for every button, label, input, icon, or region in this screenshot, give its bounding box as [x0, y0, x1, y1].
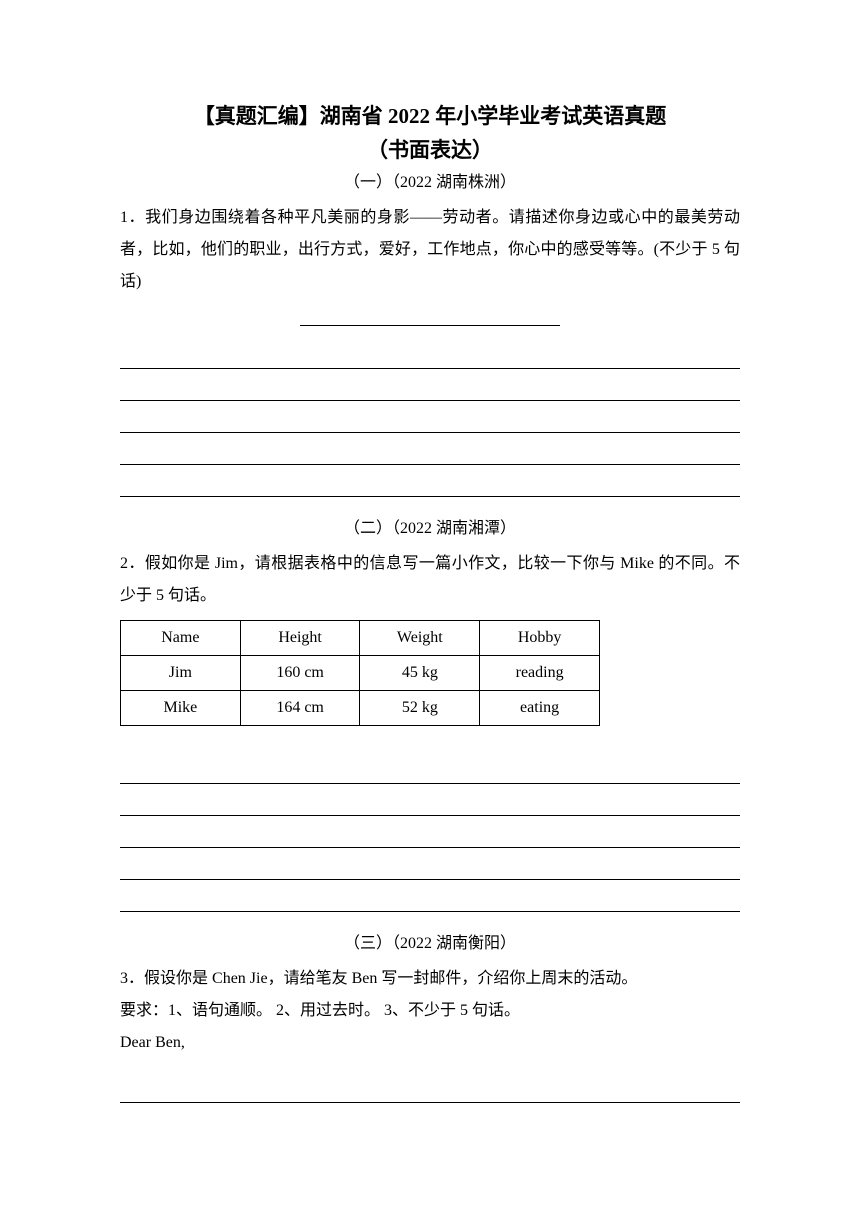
table-cell: reading — [480, 655, 600, 690]
answer-line[interactable] — [120, 467, 740, 497]
answer-lines-2 — [120, 754, 740, 912]
question-number: 1． — [120, 209, 145, 226]
answer-line[interactable] — [120, 1073, 740, 1103]
table-header-cell: Hobby — [480, 620, 600, 655]
table-cell: Mike — [121, 690, 241, 725]
section-3-label: （三）（2022 湖南衡阳） — [120, 930, 740, 959]
question-2: 2．假如你是 Jim，请根据表格中的信息写一篇小作文，比较一下你与 Mike 的… — [120, 548, 740, 612]
section-2-label: （二）（2022 湖南湘潭） — [120, 515, 740, 544]
question-number: 2． — [120, 555, 145, 572]
greeting: Dear Ben, — [120, 1027, 740, 1059]
page-subtitle: （书面表达） — [120, 134, 740, 168]
comparison-table: Name Height Weight Hobby Jim 160 cm 45 k… — [120, 620, 600, 726]
answer-line[interactable] — [120, 786, 740, 816]
question-text: 假如你是 Jim，请根据表格中的信息写一篇小作文，比较一下你与 Mike 的不同… — [120, 555, 740, 604]
table-cell: 45 kg — [360, 655, 480, 690]
table-cell: 52 kg — [360, 690, 480, 725]
question-1: 1．我们身边围绕着各种平凡美丽的身影——劳动者。请描述你身边或心中的最美劳动者，… — [120, 202, 740, 298]
question-text: 我们身边围绕着各种平凡美丽的身影——劳动者。请描述你身边或心中的最美劳动者，比如… — [120, 209, 740, 290]
table-row: Mike 164 cm 52 kg eating — [121, 690, 600, 725]
question-number: 3． — [120, 970, 144, 987]
page-title: 【真题汇编】湖南省 2022 年小学毕业考试英语真题 — [120, 100, 740, 134]
answer-line[interactable] — [120, 339, 740, 369]
answer-short-line — [120, 308, 740, 331]
answer-line[interactable] — [120, 754, 740, 784]
table-header-cell: Name — [121, 620, 241, 655]
answer-line[interactable] — [120, 850, 740, 880]
table-header-cell: Weight — [360, 620, 480, 655]
answer-lines-1 — [120, 339, 740, 497]
question-text: 假设你是 Chen Jie，请给笔友 Ben 写一封邮件，介绍你上周末的活动。 — [144, 970, 637, 987]
answer-line[interactable] — [120, 882, 740, 912]
table-cell: 160 cm — [240, 655, 360, 690]
question-3: 3．假设你是 Chen Jie，请给笔友 Ben 写一封邮件，介绍你上周末的活动… — [120, 963, 740, 995]
table-header-cell: Height — [240, 620, 360, 655]
answer-line[interactable] — [120, 403, 740, 433]
table-cell: Jim — [121, 655, 241, 690]
answer-line[interactable] — [120, 371, 740, 401]
table-header-row: Name Height Weight Hobby — [121, 620, 600, 655]
table-cell: 164 cm — [240, 690, 360, 725]
answer-line[interactable] — [120, 435, 740, 465]
answer-lines-3 — [120, 1073, 740, 1103]
answer-line[interactable] — [120, 818, 740, 848]
table-row: Jim 160 cm 45 kg reading — [121, 655, 600, 690]
table-cell: eating — [480, 690, 600, 725]
question-3-requirements: 要求：1、语句通顺。 2、用过去时。 3、不少于 5 句话。 — [120, 995, 740, 1027]
section-1-label: （一）（2022 湖南株洲） — [120, 169, 740, 198]
